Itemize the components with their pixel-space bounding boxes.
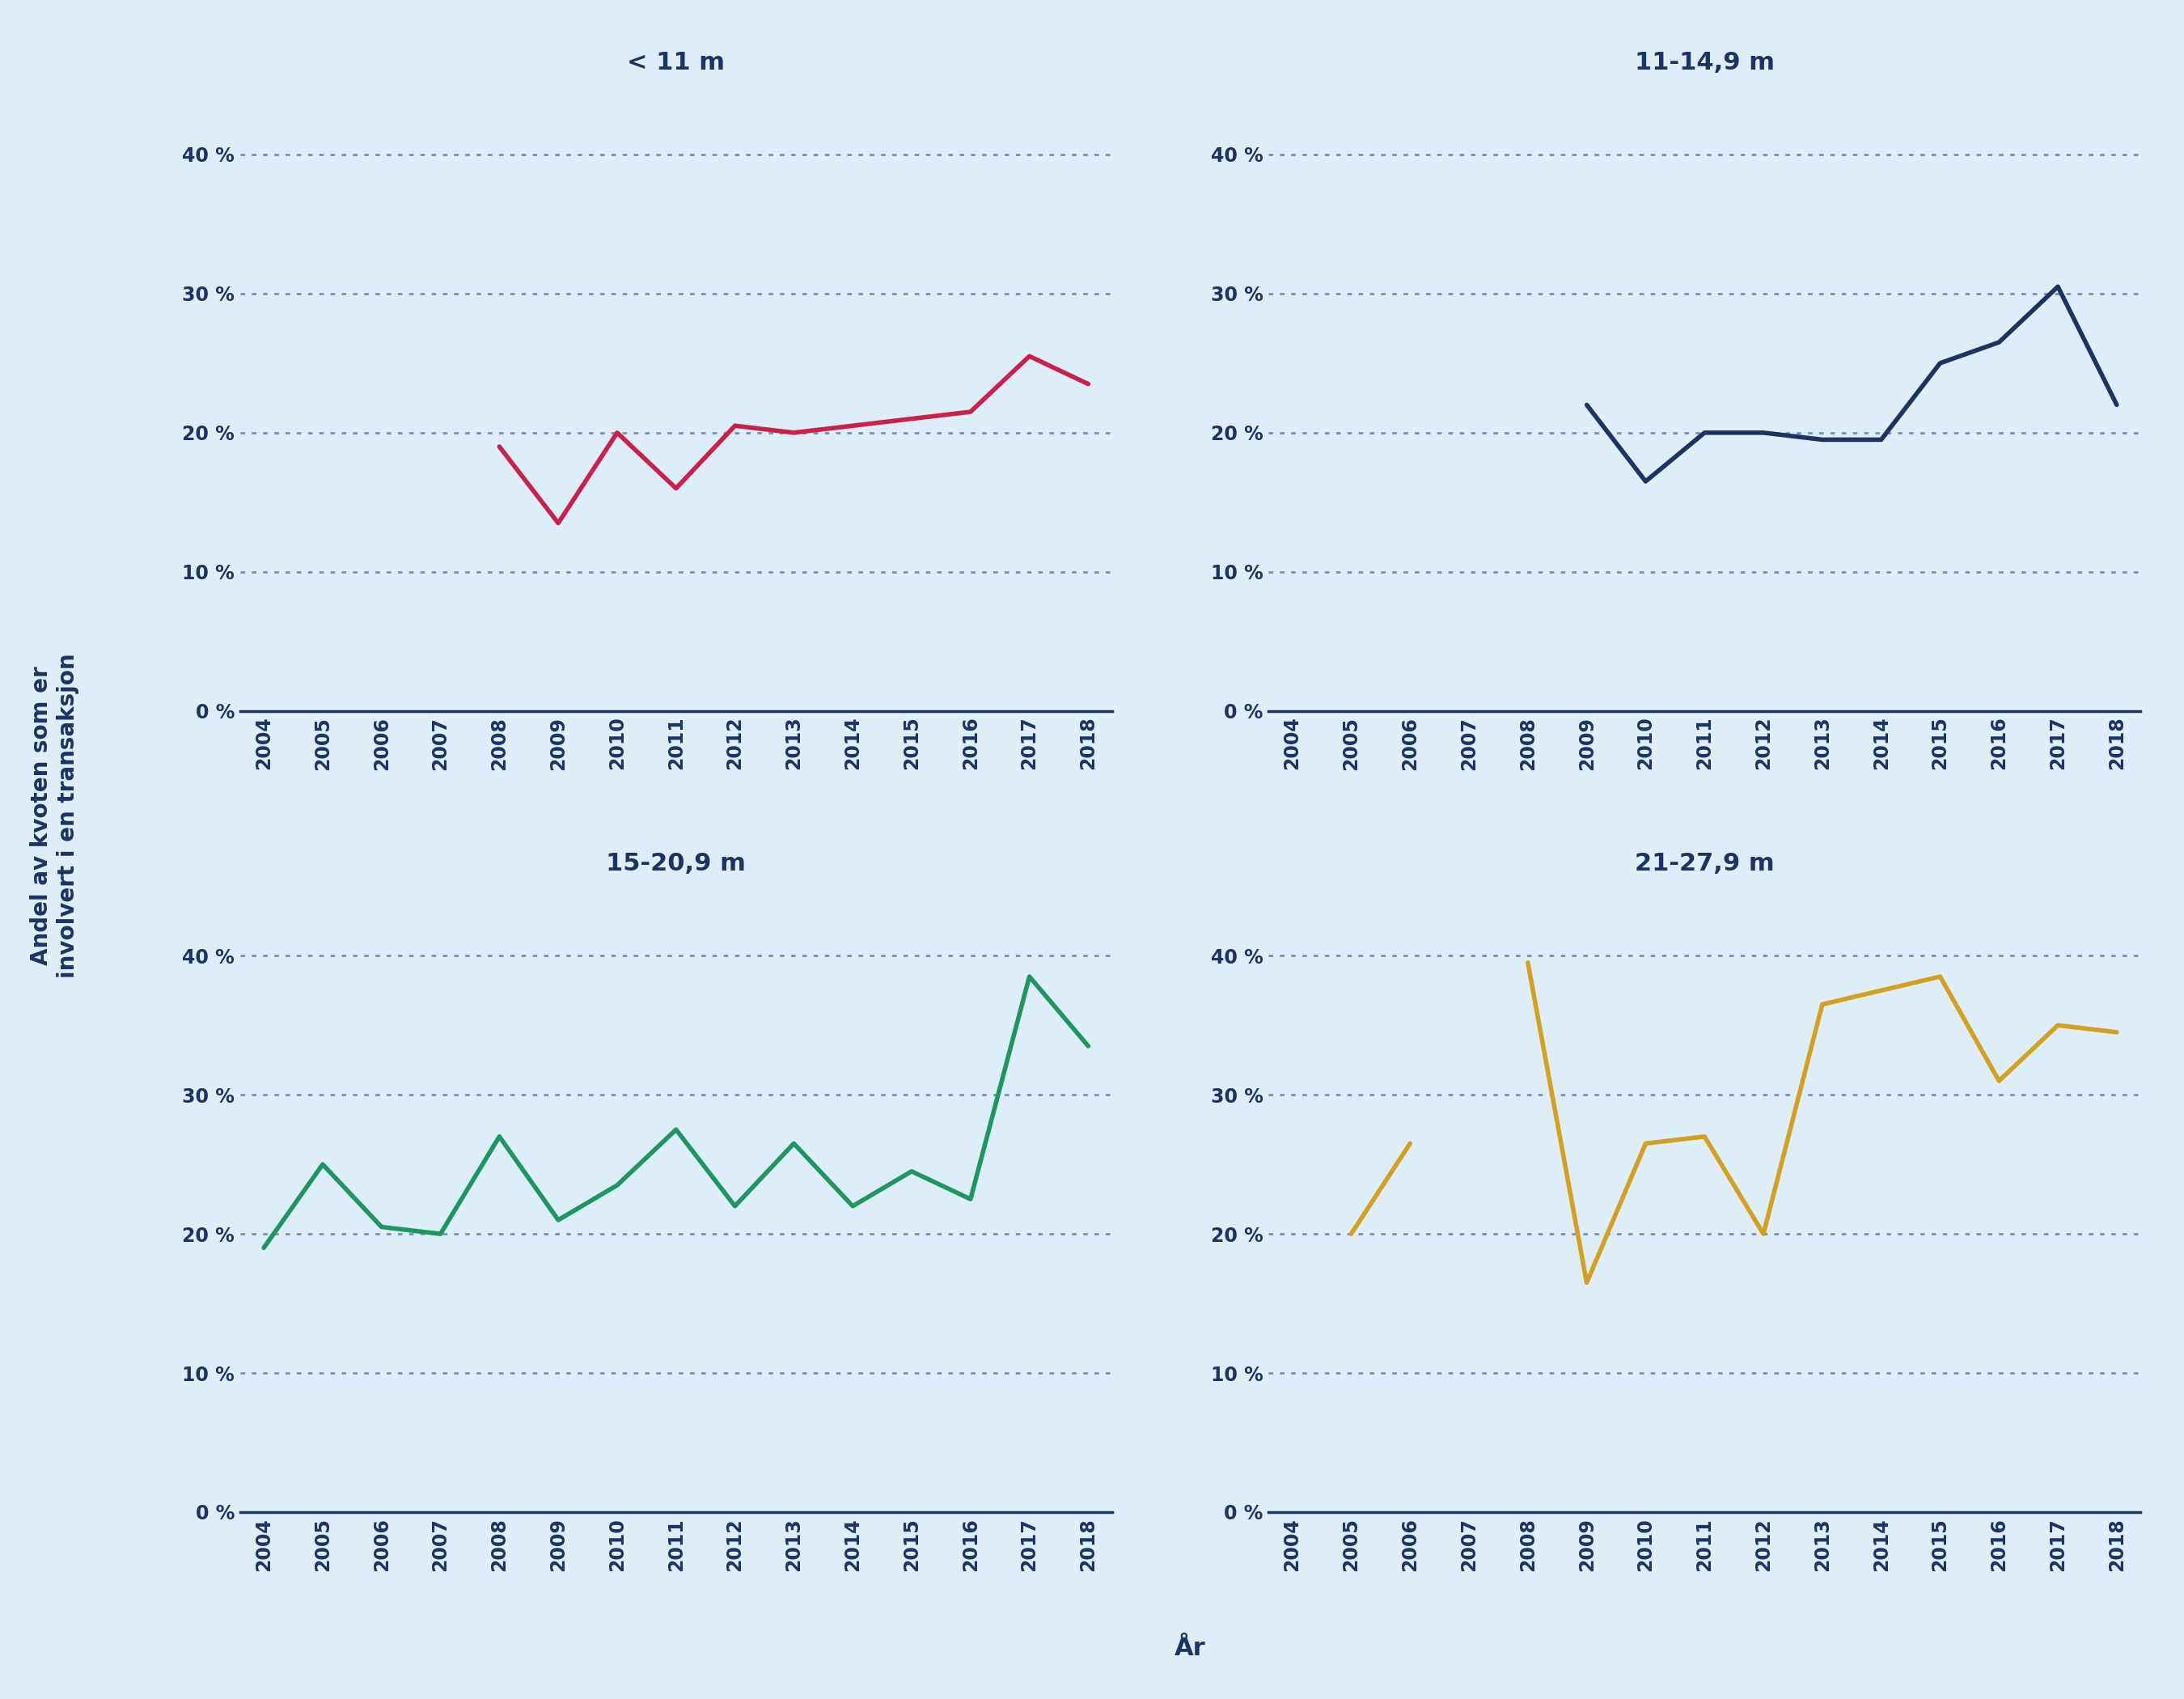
Title: 15-20,9 m: 15-20,9 m [607, 851, 747, 875]
Text: År: År [1175, 1636, 1206, 1660]
Text: Andel av kvoten som er
involvert i en transaksjon: Andel av kvoten som er involvert i en tr… [31, 652, 79, 979]
Title: 21-27,9 m: 21-27,9 m [1634, 851, 1773, 875]
Title: 11-14,9 m: 11-14,9 m [1634, 51, 1773, 75]
Title: < 11 m: < 11 m [627, 51, 725, 75]
